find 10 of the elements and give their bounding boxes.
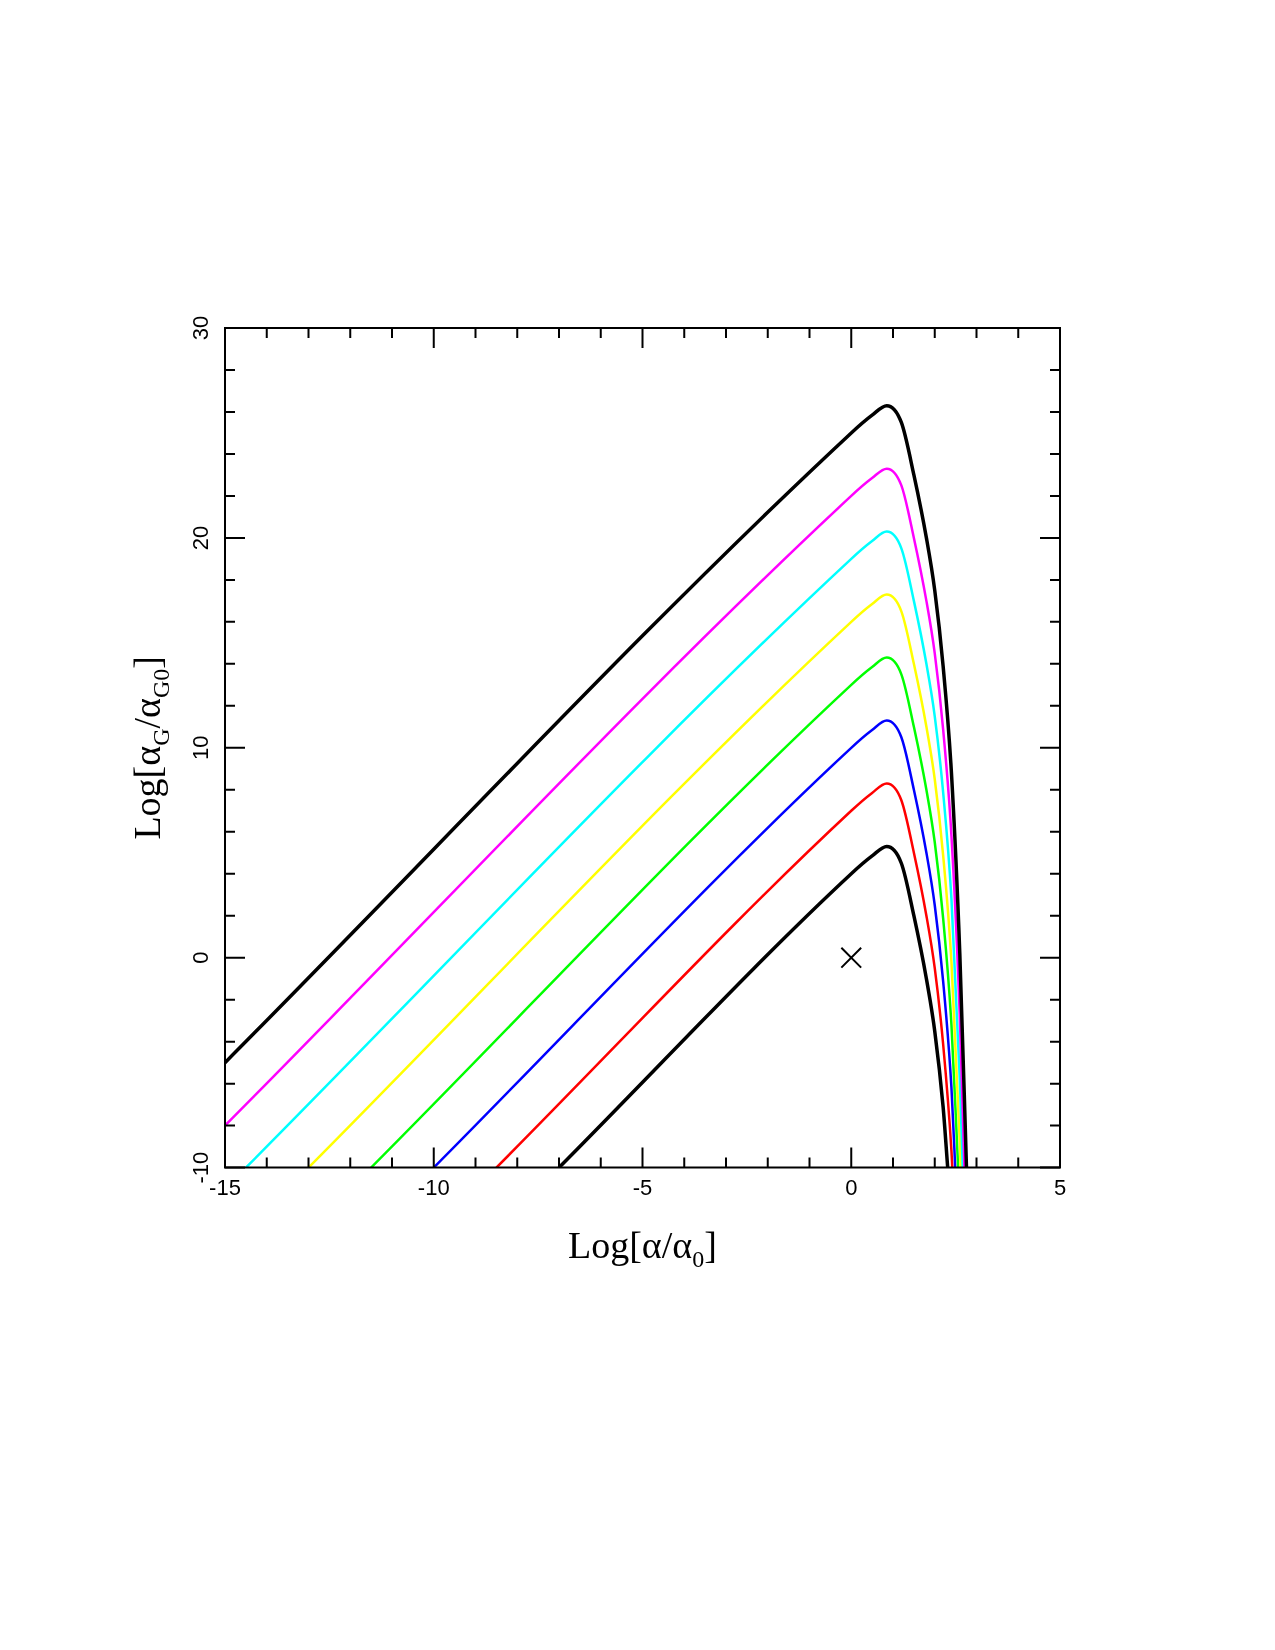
- x-tick-label: -15: [209, 1174, 241, 1200]
- x-axis-title: Log[α/α$_{0}$]: [568, 1222, 717, 1273]
- x-tick-label: -10: [417, 1174, 450, 1200]
- y-tick-label: 30: [188, 315, 214, 341]
- y-tick-label: 20: [188, 525, 214, 551]
- y-tick-label: 0: [188, 951, 214, 964]
- x-tick-label: 0: [845, 1174, 858, 1200]
- y-tick-label: 10: [188, 735, 214, 761]
- x-tick-label: -5: [632, 1174, 653, 1200]
- x-tick-label: 5: [1053, 1174, 1067, 1200]
